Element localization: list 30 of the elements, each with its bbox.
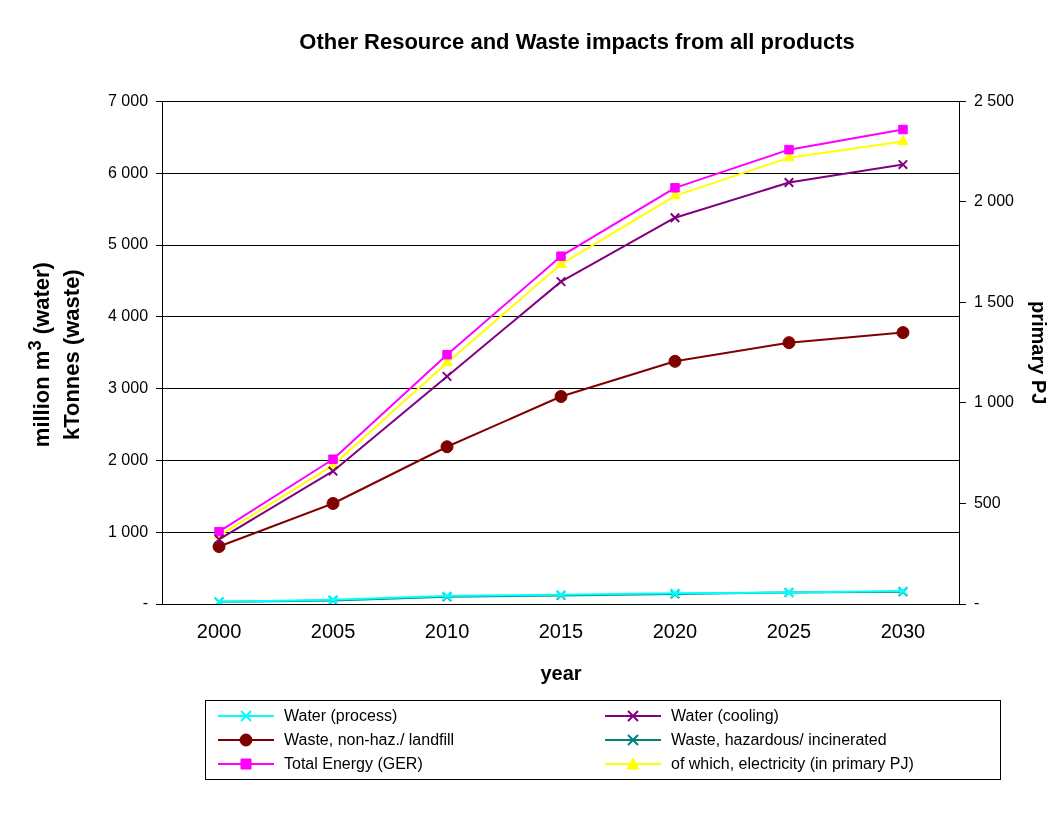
x-tick-label: 2015 xyxy=(538,619,584,642)
x-tick-label: 2020 xyxy=(652,619,698,642)
legend-label: Total Energy (GER) xyxy=(284,755,423,773)
x-tick-label: 2010 xyxy=(424,619,470,642)
y-tick-label: 1 000 xyxy=(107,522,149,540)
y2-tick-label: 500 xyxy=(973,493,1001,511)
x-tick-label: 2030 xyxy=(880,619,926,642)
legend-label: Water (process) xyxy=(284,707,398,725)
legend-label: Water (cooling) xyxy=(671,707,779,725)
x-tick-label: 2000 xyxy=(196,619,242,642)
y-tick-label: 2 000 xyxy=(107,450,149,468)
y2-tick-label: 2 500 xyxy=(973,91,1015,109)
chart-title: Other Resource and Waste impacts from all products xyxy=(299,29,855,55)
y2-axis-title: primary PJ xyxy=(1028,301,1051,405)
legend-label: of which, electricity (in primary PJ) xyxy=(671,755,914,773)
y-tick-label: 4 000 xyxy=(107,307,149,325)
y-tick-label: 3 000 xyxy=(107,379,149,397)
legend-label: Waste, hazardous/ incinerated xyxy=(671,731,887,749)
x-tick-label: 2005 xyxy=(310,619,356,642)
x-tick-label: 2025 xyxy=(766,619,812,642)
y-tick-label: - xyxy=(142,594,149,612)
legend-label: Waste, non-haz./ landfill xyxy=(284,731,455,749)
y-tick-label: 6 000 xyxy=(107,163,149,181)
x-axis-title: year xyxy=(540,661,582,684)
y2-tick-label: 1 000 xyxy=(973,393,1015,411)
y-tick-label: 5 000 xyxy=(107,235,149,253)
y2-tick-label: 2 000 xyxy=(973,192,1015,210)
y-tick-label: 7 000 xyxy=(107,91,149,109)
y2-tick-label: 1 500 xyxy=(973,292,1015,310)
y2-tick-label: - xyxy=(973,594,980,612)
